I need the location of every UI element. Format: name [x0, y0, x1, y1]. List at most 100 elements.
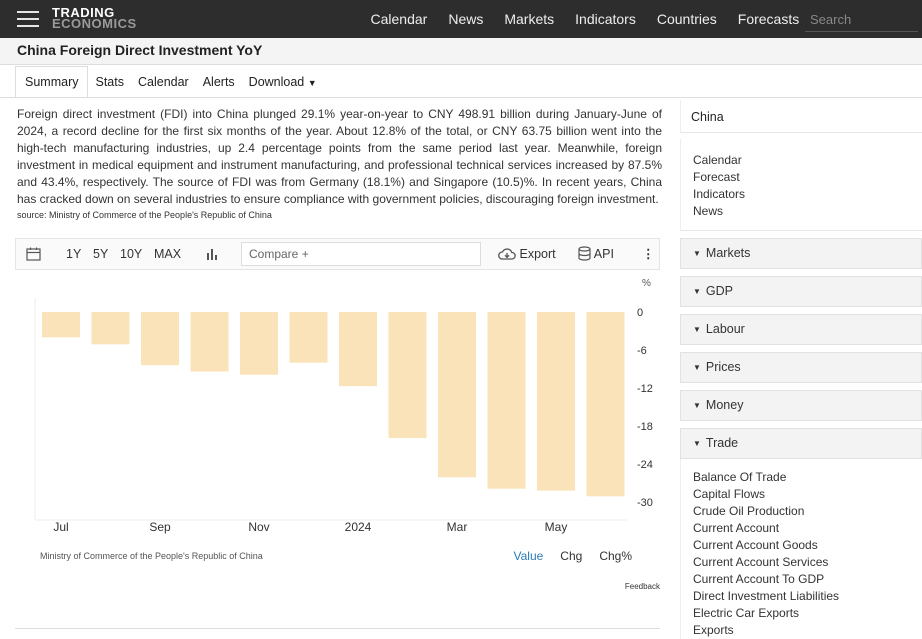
- y-tick-label: -18: [637, 421, 653, 433]
- chart-toolbar: 1Y 5Y 10Y MAX Compare + Export API ⋮: [15, 238, 660, 270]
- tab-calendar[interactable]: Calendar: [137, 75, 189, 89]
- tab-stats[interactable]: Stats: [95, 75, 124, 89]
- feedback-link[interactable]: Feedback: [624, 582, 660, 591]
- indicator-description: Foreign direct investment (FDI) into Chi…: [17, 107, 662, 206]
- chart-bar[interactable]: [388, 312, 427, 439]
- sidebar: China Calendar Forecast Indicators News …: [680, 100, 922, 639]
- caret-down-icon: ▼: [693, 363, 701, 372]
- mode-value[interactable]: Value: [513, 549, 544, 563]
- tab-alerts[interactable]: Alerts: [202, 75, 235, 89]
- sidebar-country[interactable]: China: [680, 100, 922, 133]
- chart-bar[interactable]: [289, 312, 328, 363]
- y-tick-label: -24: [637, 459, 653, 471]
- api-label: API: [593, 247, 614, 261]
- content-divider: [15, 628, 660, 629]
- y-tick-label: -30: [637, 497, 653, 509]
- trade-item[interactable]: Exports: [693, 623, 734, 637]
- chart-bar[interactable]: [141, 312, 179, 366]
- range-5y[interactable]: 5Y: [93, 247, 109, 261]
- range-10y[interactable]: 10Y: [120, 247, 143, 261]
- compare-input[interactable]: Compare +: [241, 242, 481, 266]
- sidebar-section-label: GDP: [705, 284, 734, 298]
- sidebar-section-prices[interactable]: ▼ Prices: [680, 352, 922, 383]
- nav-news[interactable]: News: [448, 11, 484, 27]
- description-source: source: Ministry of Commerce of the Peop…: [17, 210, 272, 220]
- caret-down-icon: ▼: [693, 287, 701, 296]
- chart-bar[interactable]: [586, 312, 625, 497]
- sidebar-section-trade[interactable]: ▼ Trade: [680, 428, 922, 459]
- y-tick-label: -12: [637, 383, 653, 395]
- database-icon: [578, 246, 591, 261]
- trade-item[interactable]: Current Account To GDP: [693, 572, 825, 586]
- chart-footer: Ministry of Commerce of the People's Rep…: [15, 540, 660, 595]
- site-logo[interactable]: TRADING ECONOMICS: [52, 5, 137, 31]
- sidebar-links: Calendar Forecast Indicators News: [680, 139, 922, 231]
- chart-bar[interactable]: [438, 312, 476, 478]
- export-button[interactable]: Export: [498, 239, 556, 269]
- tab-download-label: Download: [248, 74, 305, 89]
- sidebar-section-label: Markets: [705, 246, 751, 260]
- range-max[interactable]: MAX: [154, 247, 182, 261]
- nav-forecasts[interactable]: Forecasts: [737, 11, 800, 27]
- trade-item[interactable]: Crude Oil Production: [693, 504, 805, 518]
- x-tick-label: Jul: [53, 520, 68, 534]
- cloud-download-icon: [498, 248, 516, 260]
- tab-summary[interactable]: Summary: [15, 66, 89, 98]
- hamburger-menu-icon[interactable]: [17, 11, 39, 27]
- sidebar-section-label: Money: [705, 398, 744, 412]
- x-tick-label: May: [545, 520, 568, 534]
- trade-item[interactable]: Current Account: [693, 521, 780, 535]
- sidebar-link-indicators[interactable]: Indicators: [693, 187, 746, 201]
- sidebar-section-label: Labour: [705, 322, 745, 336]
- trade-item[interactable]: Capital Flows: [693, 487, 766, 501]
- chart-bar[interactable]: [190, 312, 229, 372]
- trade-item[interactable]: Balance Of Trade: [693, 470, 787, 484]
- api-button[interactable]: API: [578, 239, 614, 269]
- sidebar-link-news[interactable]: News: [693, 204, 724, 218]
- nav-calendar[interactable]: Calendar: [370, 11, 428, 27]
- caret-down-icon: ▼: [693, 401, 701, 410]
- mode-chg-pct[interactable]: Chg%: [599, 549, 632, 563]
- y-axis-unit-label: %: [642, 278, 651, 289]
- search-input[interactable]: [805, 8, 918, 32]
- logo-line2: ECONOMICS: [52, 16, 137, 31]
- sidebar-section-label: Prices: [705, 360, 741, 374]
- caret-down-icon: ▼: [693, 249, 701, 258]
- nav-indicators[interactable]: Indicators: [575, 11, 636, 27]
- trade-item[interactable]: Current Account Services: [693, 555, 829, 569]
- range-1y[interactable]: 1Y: [66, 247, 82, 261]
- main-nav: Calendar News Markets Indicators Countri…: [360, 0, 810, 38]
- chart-bar[interactable]: [240, 312, 278, 375]
- chart-bar[interactable]: [487, 312, 526, 489]
- chart-bar[interactable]: [42, 312, 80, 338]
- caret-down-icon: ▼: [693, 325, 701, 334]
- trade-item[interactable]: Electric Car Exports: [693, 606, 800, 620]
- chart-source: Ministry of Commerce of the People's Rep…: [40, 551, 263, 561]
- trade-indicator-list: Balance Of Trade Capital Flows Crude Oil…: [680, 459, 922, 639]
- bar-chart-icon[interactable]: [206, 239, 219, 272]
- chart-bar[interactable]: [537, 312, 575, 491]
- logo-line1: TRADING: [52, 5, 115, 20]
- chart-bar[interactable]: [339, 312, 377, 387]
- sidebar-section-label: Trade: [705, 436, 739, 450]
- sidebar-section-markets[interactable]: ▼ Markets: [680, 238, 922, 269]
- sidebar-link-calendar[interactable]: Calendar: [693, 153, 742, 167]
- trade-item[interactable]: Current Account Goods: [693, 538, 818, 552]
- sidebar-section-money[interactable]: ▼ Money: [680, 390, 922, 421]
- more-vertical-icon[interactable]: ⋮: [642, 247, 655, 261]
- x-tick-label: Sep: [149, 520, 171, 534]
- tab-download[interactable]: Download ▼: [242, 67, 324, 98]
- top-navigation-bar: TRADING ECONOMICS Calendar News Markets …: [0, 0, 922, 38]
- chart-bar[interactable]: [91, 312, 130, 345]
- sidebar-section-labour[interactable]: ▼ Labour: [680, 314, 922, 345]
- page-title: China Foreign Direct Investment YoY: [17, 42, 263, 58]
- nav-countries[interactable]: Countries: [656, 11, 717, 27]
- x-tick-label: Nov: [248, 520, 269, 534]
- calendar-icon[interactable]: [26, 239, 41, 272]
- sidebar-link-forecast[interactable]: Forecast: [693, 170, 740, 184]
- nav-markets[interactable]: Markets: [504, 11, 555, 27]
- sidebar-section-gdp[interactable]: ▼ GDP: [680, 276, 922, 307]
- title-bar: China Foreign Direct Investment YoY: [0, 38, 922, 65]
- mode-chg[interactable]: Chg: [560, 549, 583, 563]
- trade-item[interactable]: Direct Investment Liabilities: [693, 589, 840, 603]
